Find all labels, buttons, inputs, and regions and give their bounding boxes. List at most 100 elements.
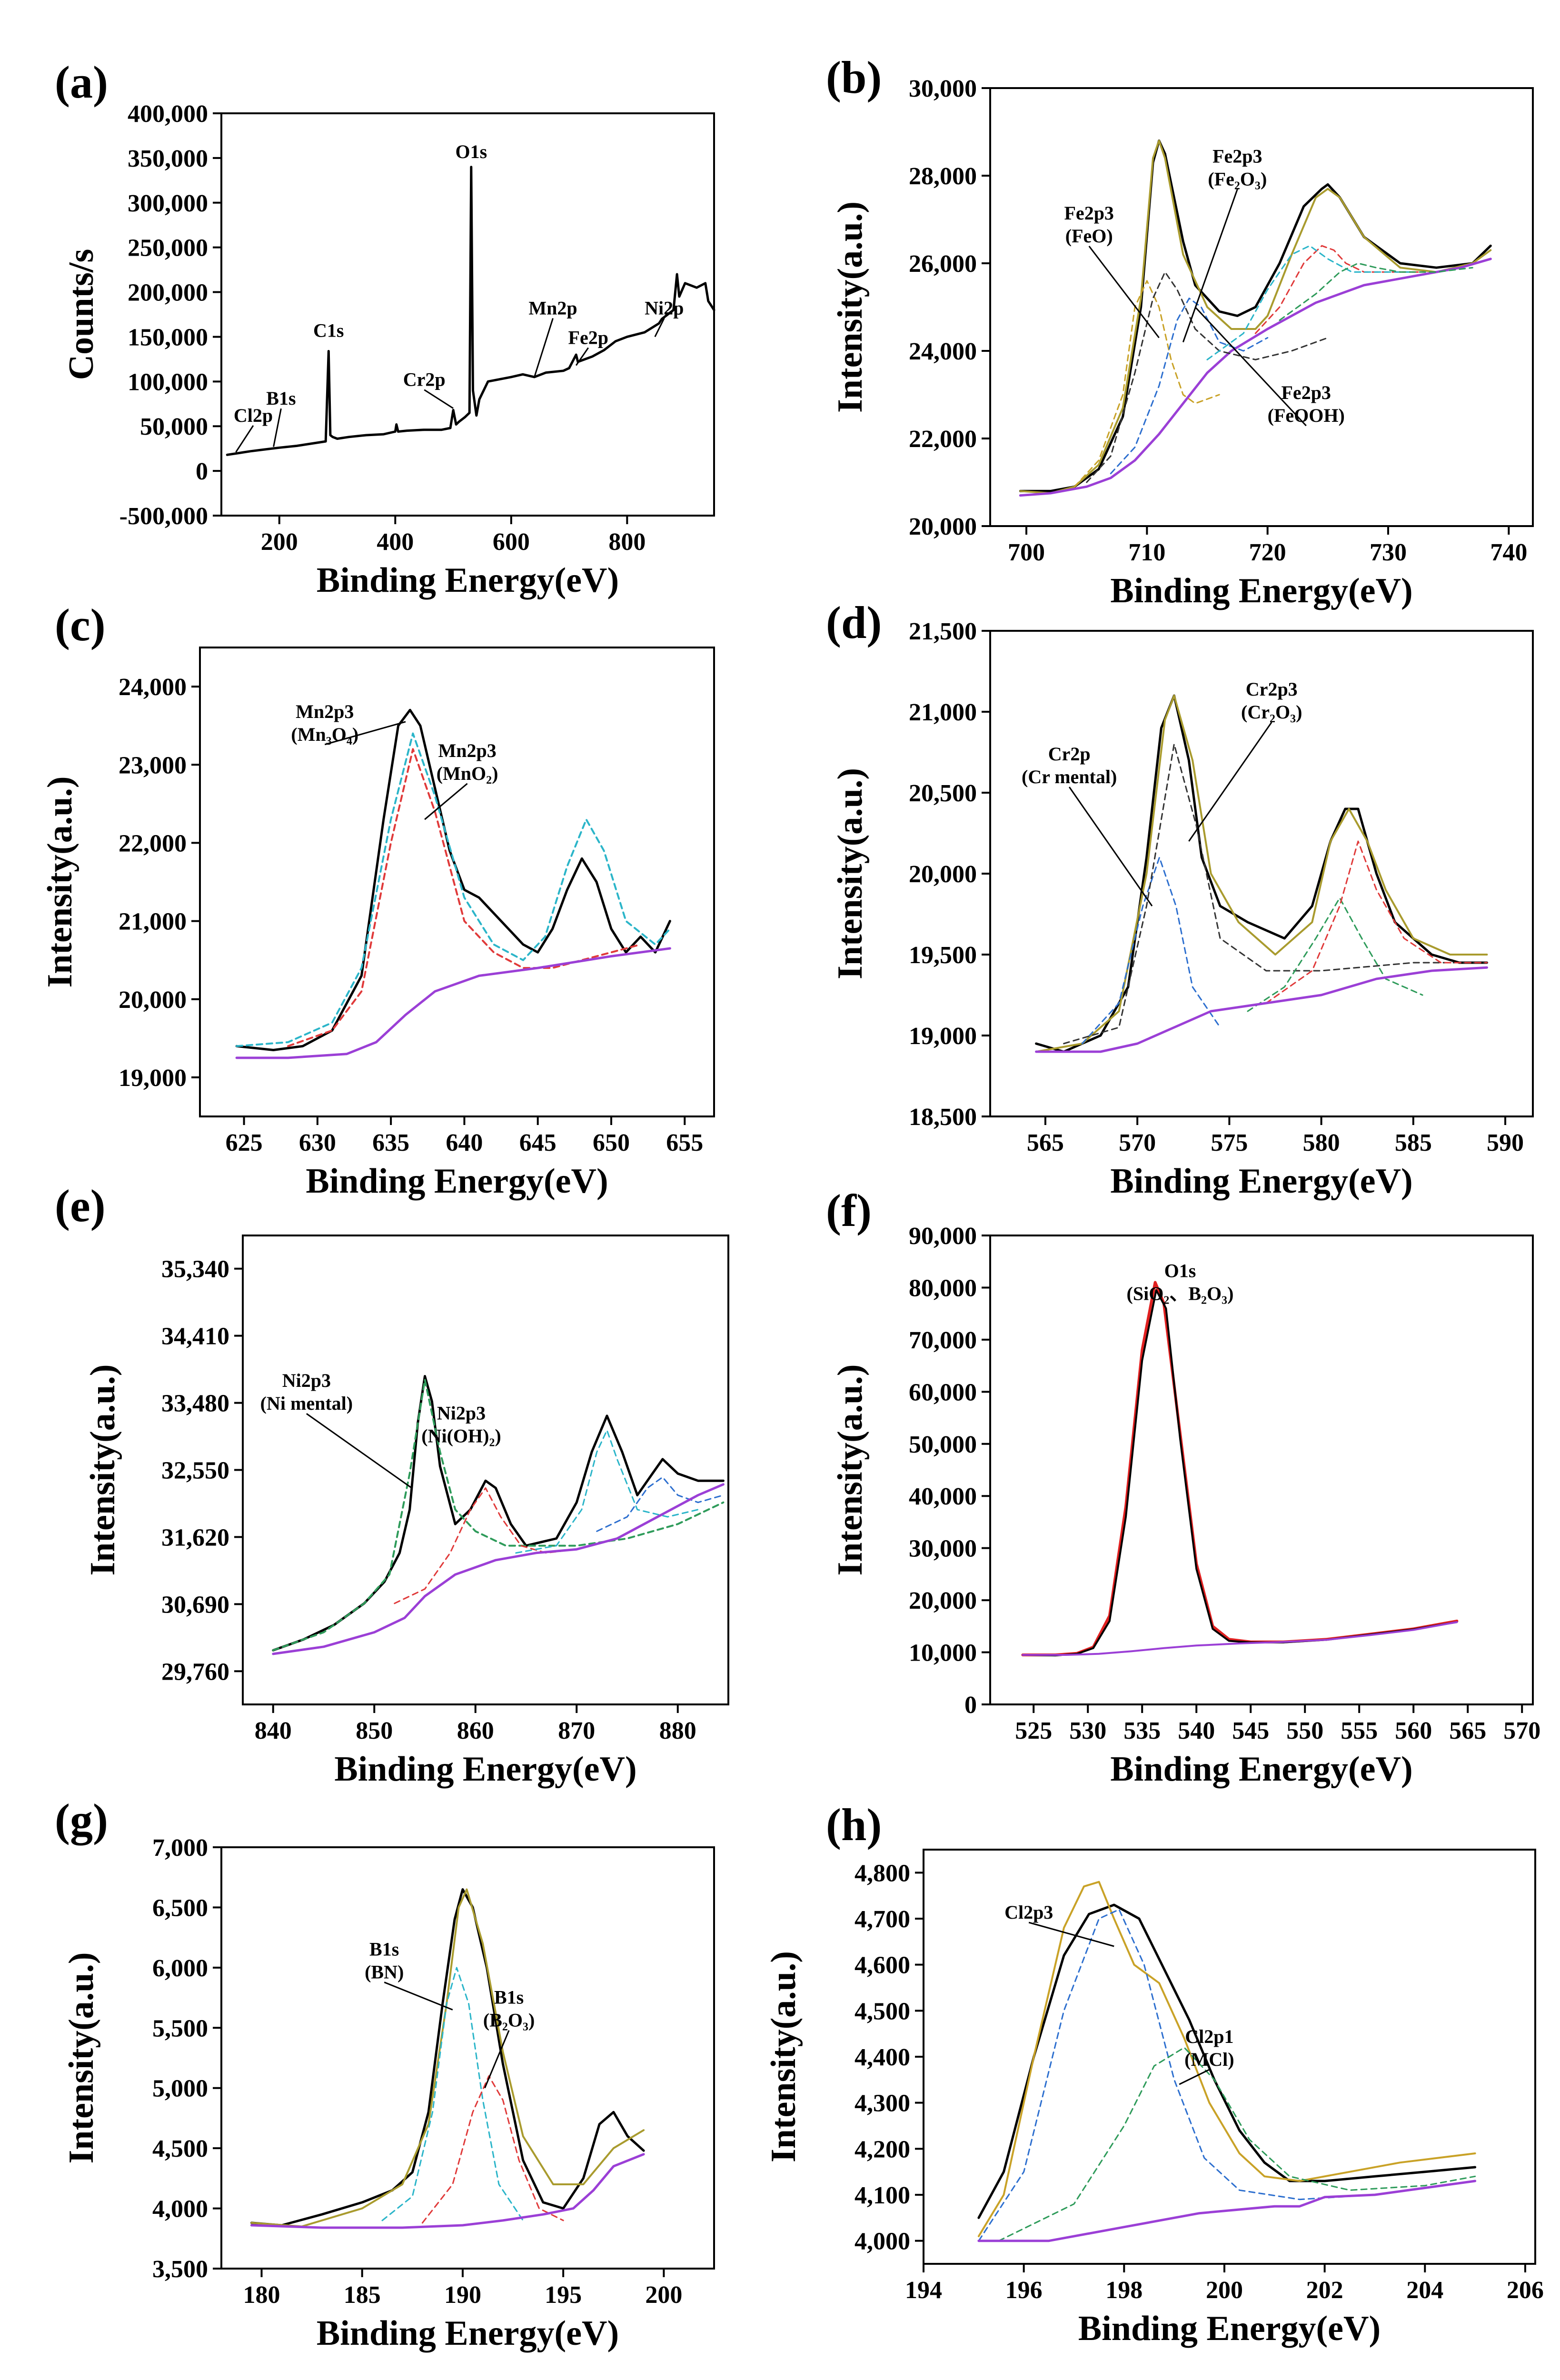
y-tick-label: 33,480	[161, 1390, 229, 1417]
panel-h: (h) 194 196 198 200 202 204 206 4,000 4,100 4,200 4…	[764, 1799, 1544, 2348]
x-tick-label: 204	[1406, 2277, 1443, 2304]
y-tick-label: 4,400	[855, 2044, 910, 2071]
y-tick-label: 0	[196, 458, 208, 485]
series-line-2	[236, 732, 671, 1047]
peak-sublabel: (FeOOH)	[1268, 405, 1345, 426]
x-tick-label: 525	[1015, 1717, 1052, 1744]
panel-label: (a)	[55, 57, 108, 108]
peak-label: Mn2p3	[438, 740, 496, 761]
y-tick-label: 90,000	[909, 1223, 977, 1250]
peak-sublabel: (FeO)	[1065, 225, 1113, 247]
y-tick-label: 6,500	[152, 1894, 208, 1922]
y-tick-label: 23,000	[119, 752, 187, 779]
series-line-3	[1019, 258, 1492, 497]
x-tick-label: 196	[1005, 2277, 1043, 2304]
panel-a: (a) 200 400 600 800 -500,000 0 50,000 100,000 150…	[55, 57, 715, 600]
x-tick-label: 710	[1128, 539, 1165, 566]
x-tick-label: 565	[1027, 1129, 1064, 1156]
y-axis-title: Counts/s	[62, 249, 101, 380]
plot-frame	[199, 647, 715, 1117]
peak-label: Fe2p	[568, 327, 608, 348]
peak-sublabel: (B₂O₃)	[483, 2010, 535, 2031]
peak-label: O1s	[1164, 1260, 1196, 1282]
y-tick-label: 250,000	[128, 235, 208, 262]
x-tick-label: 555	[1341, 1717, 1378, 1744]
annotation-pointer	[424, 783, 468, 820]
x-axis-title: Binding Energy(eV)	[1110, 571, 1412, 610]
x-tick-label: 590	[1487, 1129, 1524, 1156]
series-line-4	[998, 2047, 1476, 2242]
panel-label: (c)	[55, 599, 106, 650]
series-line-1	[235, 708, 671, 1051]
series-line-5	[1086, 271, 1329, 483]
annotation-pointer	[1088, 246, 1160, 339]
x-tick-label: 880	[659, 1717, 696, 1744]
y-tick-label: 6,000	[152, 1955, 208, 1982]
series-line-4	[421, 2075, 564, 2224]
y-tick-label: 30,690	[161, 1591, 229, 1618]
x-axis-title: Binding Energy(eV)	[317, 561, 619, 600]
y-tick-label: 3,500	[152, 2256, 208, 2283]
series-line-1	[226, 166, 715, 456]
series-line-3	[381, 1967, 524, 2221]
peak-label: Cr2p	[1048, 743, 1091, 765]
y-tick-label: 30,000	[909, 75, 977, 102]
x-tick-label: 570	[1119, 1129, 1156, 1156]
panel-e: (e) 840 850 860 870 880 29,760 30,690 31,620 32,5…	[55, 1180, 729, 1789]
y-tick-label: 19,500	[909, 942, 977, 969]
x-tick-label: 585	[1395, 1129, 1432, 1156]
x-tick-label: 720	[1249, 539, 1286, 566]
y-tick-label: 20,000	[909, 1587, 977, 1614]
annotation-pointer	[484, 2030, 510, 2089]
x-tick-label: 570	[1503, 1717, 1540, 1744]
x-tick-label: 800	[608, 528, 646, 556]
x-axis-title: Binding Energy(eV)	[317, 2314, 619, 2353]
panel-label: (h)	[826, 1799, 882, 1850]
y-tick-label: 29,760	[161, 1658, 229, 1685]
peak-sublabel: (Cr₂O₃)	[1241, 701, 1302, 723]
peak-sublabel: (SiO₂、B₂O₃)	[1127, 1283, 1234, 1305]
series-line-5	[977, 2180, 1477, 2242]
y-tick-label: 24,000	[119, 674, 187, 701]
x-axis-title: Binding Energy(eV)	[1078, 2309, 1381, 2348]
y-tick-label: 50,000	[140, 413, 208, 440]
y-tick-label: 34,410	[161, 1323, 229, 1350]
plot-frame	[989, 1235, 1534, 1705]
panel-label: (f)	[826, 1185, 872, 1236]
x-tick-label: 850	[356, 1717, 393, 1744]
annotation-pointer	[306, 1413, 412, 1489]
x-tick-label: 730	[1370, 539, 1407, 566]
annotation-pointer	[384, 1982, 453, 2011]
series-line-7	[1254, 245, 1425, 334]
plot-frame	[220, 1846, 715, 2270]
series-line-1	[977, 1903, 1477, 2219]
annotation-pointer	[654, 318, 665, 338]
y-axis-title: Intensity(a.u.)	[831, 1364, 870, 1575]
series-line-1	[272, 1375, 725, 1652]
x-tick-label: 560	[1395, 1717, 1432, 1744]
y-tick-label: 21,000	[119, 908, 187, 936]
y-tick-label: 19,000	[909, 1023, 977, 1050]
x-axis-title: Binding Energy(eV)	[1110, 1750, 1412, 1789]
x-tick-label: 200	[261, 528, 298, 556]
x-tick-label: 206	[1507, 2277, 1544, 2304]
x-tick-label: 580	[1303, 1129, 1340, 1156]
peak-label: Cl2p3	[1004, 1902, 1053, 1923]
y-tick-label: 60,000	[909, 1379, 977, 1406]
peak-sublabel: (Mn₃O₄)	[291, 724, 358, 745]
y-tick-label: 4,600	[855, 1952, 910, 1979]
y-tick-label: 150,000	[128, 324, 208, 351]
series-line-9	[1279, 262, 1473, 321]
annotation-pointer	[1194, 306, 1307, 427]
y-tick-label: 5,000	[152, 2075, 208, 2102]
series-line-4	[235, 947, 671, 1059]
x-tick-label: 185	[344, 2281, 381, 2309]
x-tick-label: 650	[593, 1129, 630, 1156]
annotation-pointer	[273, 408, 282, 447]
peak-sublabel: (BN)	[365, 1962, 404, 1983]
annotation-pointer	[1068, 787, 1153, 906]
series-line-6	[1110, 298, 1269, 475]
series-line-3	[978, 1909, 1476, 2242]
peak-label: C1s	[313, 319, 344, 341]
